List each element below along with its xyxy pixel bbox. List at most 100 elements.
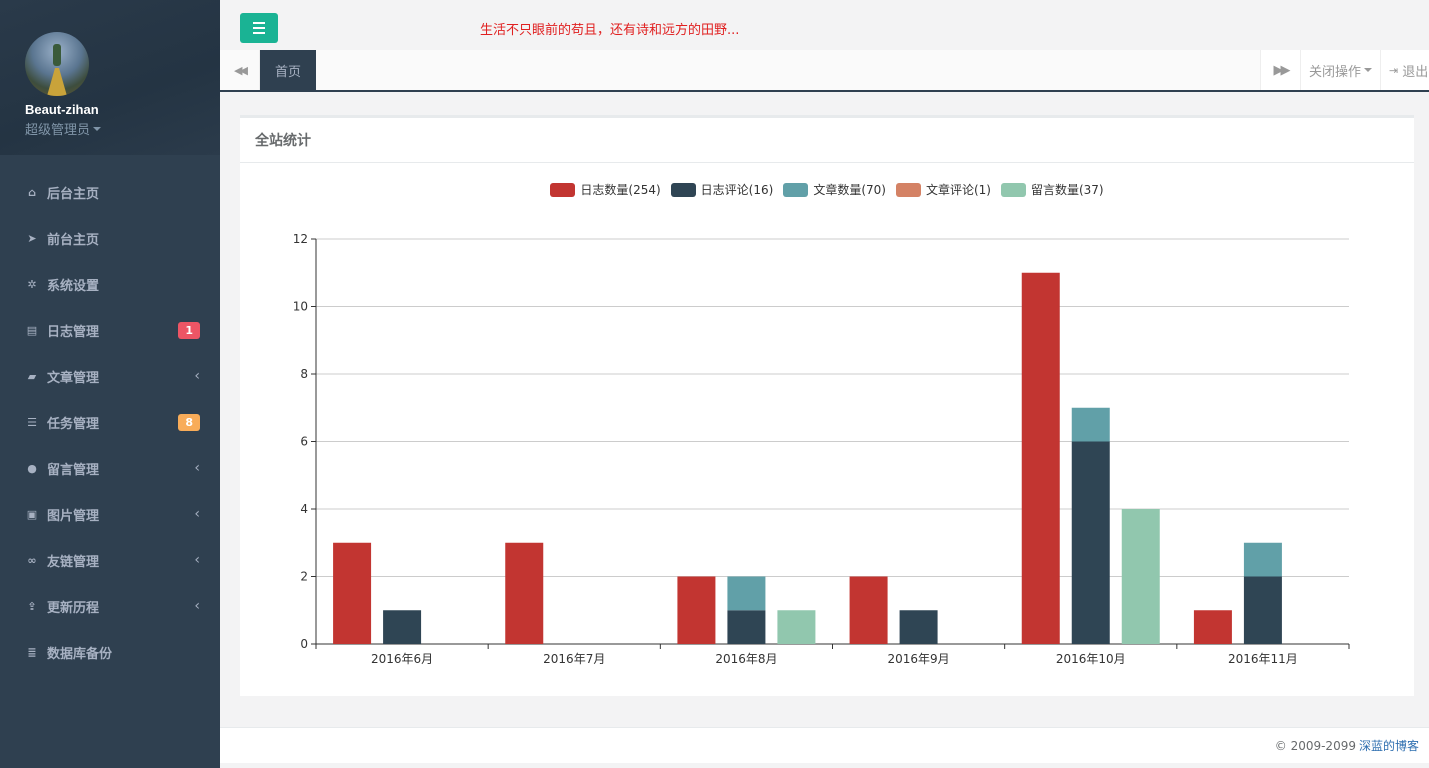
profile-role: 超级管理员: [25, 123, 91, 138]
x-tick-label: 2016年8月: [715, 652, 777, 666]
caret-down-icon: [93, 126, 102, 131]
sidebar-item-label: 系统设置: [47, 278, 100, 294]
blog-link[interactable]: 深蓝的博客: [1358, 739, 1419, 753]
legend-label: 留言数量(37): [1030, 183, 1104, 197]
bar: [1193, 610, 1232, 644]
chart-legend: 日志数量(254) 日志评论(16) 文章数量(70) 文章评论(1) 留言数量(37): [240, 181, 1414, 198]
sidebar-item-0[interactable]: ⌂ 后台主页: [0, 169, 220, 215]
copyright-text: © 2009-2099: [1274, 738, 1356, 753]
legend-swatch: [895, 182, 921, 197]
x-tick-label: 2016年7月: [543, 652, 605, 666]
topbar: 生活不只眼前的苟且，还有诗和远方的田野...: [220, 0, 1429, 50]
count-badge: 8: [178, 413, 200, 431]
tabs-bar: ◀◀ 首页 ▶▶ 关闭操作 ⇥ 退出: [220, 50, 1429, 92]
bar: [505, 542, 544, 644]
legend-swatch: [783, 182, 809, 197]
sidebar-item-label: 图片管理: [47, 508, 100, 524]
tasks-icon: ☰: [27, 415, 37, 429]
sidebar-item-label: 留言管理: [47, 462, 100, 478]
sidebar-item-label: 任务管理: [47, 416, 100, 432]
y-tick-label: 10: [293, 300, 308, 314]
exit-button[interactable]: ⇥ 退出: [1380, 50, 1429, 90]
tab-scroll-right-button[interactable]: ▶▶: [1260, 50, 1300, 90]
legend-label: 日志评论(16): [700, 183, 774, 197]
legend-item[interactable]: 留言数量(37): [1000, 181, 1104, 198]
caret-down-icon: [1364, 68, 1372, 72]
sidebar-item-7[interactable]: ▣ 图片管理 ‹: [0, 491, 220, 537]
y-tick-label: 0: [300, 637, 308, 651]
bar: [1243, 576, 1282, 644]
comments-icon: ●: [27, 461, 37, 475]
y-tick-label: 4: [300, 502, 308, 516]
sidebar-item-2[interactable]: ✲ 系统设置: [0, 261, 220, 307]
sidebar-item-1[interactable]: ➤ 前台主页: [0, 215, 220, 261]
legend-item[interactable]: 日志评论(16): [670, 181, 774, 198]
close-operations-dropdown[interactable]: 关闭操作: [1300, 50, 1380, 90]
sidebar-item-5[interactable]: ☰ 任务管理 8: [0, 399, 220, 445]
legend-item[interactable]: 文章评论(1): [895, 181, 991, 198]
book-icon: ▰: [27, 369, 37, 383]
x-tick-label: 2016年10月: [1056, 652, 1126, 666]
stats-panel: 全站统计 日志数量(254) 日志评论(16) 文章数量(70) 文章评论(1) 留言数…: [240, 115, 1414, 696]
picture-icon: ▣: [26, 507, 38, 521]
x-tick-label: 2016年6月: [371, 652, 433, 666]
sidebar-item-8[interactable]: ∞ 友链管理 ‹: [0, 537, 220, 583]
chevron-left-icon: ‹: [194, 368, 200, 384]
exit-label: 退出: [1402, 64, 1429, 80]
sidebar-item-label: 更新历程: [47, 600, 100, 616]
bar: [1121, 509, 1160, 644]
tab-home[interactable]: 首页: [260, 50, 316, 90]
bar-chart: 0 2 4 6 8 10 12 2016年6月 2016年7月 2016年8月 2016年9月 201…: [293, 232, 1350, 666]
legend-swatch: [550, 182, 576, 197]
upload-icon: ⇪: [27, 599, 37, 613]
database-icon: ≣: [27, 645, 37, 659]
profile-header: Beaut-zihan 超级管理员: [0, 0, 220, 155]
bar: [727, 610, 766, 644]
bar: [1071, 407, 1110, 442]
file-icon: ▤: [26, 323, 38, 337]
bar: [727, 576, 766, 611]
sidebar-item-label: 文章管理: [47, 370, 100, 386]
panel-title: 全站统计: [240, 118, 1414, 163]
bar: [677, 576, 716, 644]
legend-label: 日志数量(254): [580, 183, 661, 197]
sidebar-item-3[interactable]: ▤ 日志管理 1: [0, 307, 220, 353]
sidebar-item-10[interactable]: ≣ 数据库备份: [0, 629, 220, 675]
bar: [333, 542, 372, 644]
bars-icon: [253, 22, 265, 24]
sidebar-item-6[interactable]: ● 留言管理 ‹: [0, 445, 220, 491]
chevron-left-icon: ‹: [194, 598, 200, 614]
chevron-left-icon: ‹: [194, 460, 200, 476]
bar: [1243, 542, 1282, 577]
home-icon: ⌂: [28, 185, 36, 199]
profile-name: Beaut-zihan: [25, 102, 99, 117]
bar: [899, 610, 938, 644]
footer: © 2009-2099 深蓝的博客: [220, 727, 1429, 763]
legend-item[interactable]: 文章数量(70): [783, 181, 886, 198]
sidebar-item-9[interactable]: ⇪ 更新历程 ‹: [0, 583, 220, 629]
chevron-left-icon: ‹: [194, 506, 200, 522]
x-tick-label: 2016年9月: [887, 652, 949, 666]
sidebar-item-label: 后台主页: [47, 186, 100, 202]
legend-swatch: [670, 182, 696, 197]
sidebar-item-label: 数据库备份: [47, 646, 113, 662]
y-tick-label: 2: [300, 570, 308, 584]
menu-toggle-button[interactable]: [240, 13, 278, 43]
legend-item[interactable]: 日志数量(254): [550, 181, 661, 198]
tab-scroll-left-button[interactable]: ◀◀: [220, 50, 260, 90]
legend-label: 文章数量(70): [813, 183, 886, 197]
gear-icon: ✲: [27, 277, 37, 291]
count-badge: 1: [178, 321, 200, 339]
bar: [849, 576, 888, 644]
sidebar-nav: ⌂ 后台主页 ➤ 前台主页 ✲ 系统设置 ▤ 日志管理 1 ▰ 文章管理 ‹ ☰ 任务管理 8 ● 留言管理 ‹ ▣…: [0, 155, 220, 675]
sidebar: Beaut-zihan 超级管理员 ⌂ 后台主页 ➤ 前台主页 ✲ 系统设置 ▤ 日志管理 1 ▰…: [0, 0, 220, 768]
y-tick-label: 6: [300, 435, 308, 449]
profile-role-dropdown[interactable]: 超级管理员: [25, 119, 220, 138]
sidebar-item-4[interactable]: ▰ 文章管理 ‹: [0, 353, 220, 399]
bar: [383, 610, 422, 644]
y-tick-label: 12: [293, 232, 308, 246]
sidebar-item-label: 友链管理: [47, 554, 100, 570]
legend-swatch: [1000, 182, 1026, 197]
bar: [1021, 272, 1060, 644]
avatar[interactable]: [25, 32, 89, 96]
